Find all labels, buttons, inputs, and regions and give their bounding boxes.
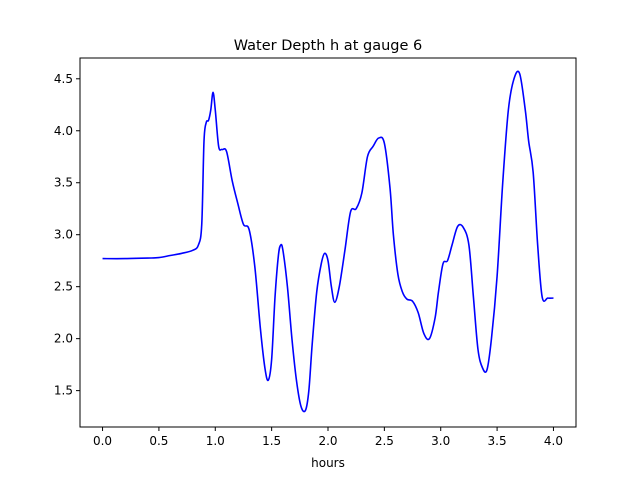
x-tick-label: 1.5 bbox=[262, 434, 281, 448]
plot-area bbox=[102, 70, 554, 413]
x-tick-label: 2.0 bbox=[318, 434, 337, 448]
y-tick-label: 2.0 bbox=[54, 332, 73, 346]
y-tick-label: 2.5 bbox=[54, 280, 73, 294]
x-tick-label: 0.5 bbox=[149, 434, 168, 448]
y-axis: 1.5 2.0 2.5 3.0 3.5 4.0 4.5 bbox=[54, 72, 80, 398]
y-tick-label: 4.0 bbox=[54, 124, 73, 138]
chart-title: Water Depth h at gauge 6 bbox=[234, 38, 422, 54]
y-tick-label: 3.5 bbox=[54, 176, 73, 190]
y-tick-label: 4.5 bbox=[54, 72, 73, 86]
y-tick-label: 1.5 bbox=[54, 384, 73, 398]
x-axis-label: hours bbox=[311, 456, 345, 470]
series-line-0 bbox=[102, 70, 554, 413]
y-tick-label: 3.0 bbox=[54, 228, 73, 242]
x-tick-label: 2.5 bbox=[375, 434, 394, 448]
x-tick-label: 1.0 bbox=[206, 434, 225, 448]
x-tick-label: 4.0 bbox=[544, 434, 563, 448]
x-tick-label: 3.0 bbox=[431, 434, 450, 448]
plot-frame bbox=[79, 57, 577, 428]
x-tick-label: 0.0 bbox=[93, 434, 112, 448]
x-axis: 0.0 0.5 1.0 1.5 2.0 2.5 3.0 3.5 4.0 bbox=[93, 427, 563, 448]
x-tick-label: 3.5 bbox=[488, 434, 507, 448]
